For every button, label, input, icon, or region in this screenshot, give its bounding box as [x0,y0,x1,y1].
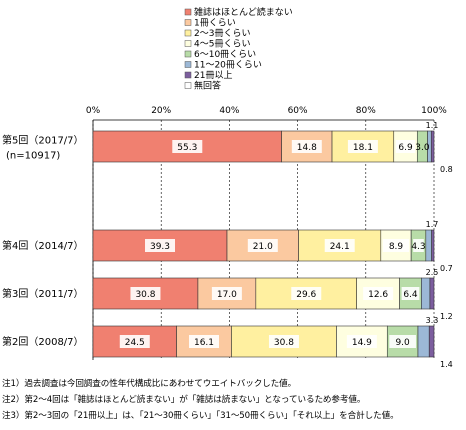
data-label-0-2: 18.1 [353,143,373,153]
x-tick-label-1: 20% [151,106,171,116]
data-label-2-3: 12.6 [368,290,388,300]
data-label-1-5: 1.7 [426,220,439,229]
data-label-box-3-1 [188,335,219,348]
legend-swatch-2 [184,29,192,37]
bar-segment-2-5 [421,277,431,310]
legend-label-7: 無回答 [194,80,221,92]
data-label-1-2: 24.1 [330,242,350,252]
category-label-3: 第2回（2008/7） [2,335,84,348]
x-tick-label-2: 40% [219,106,239,116]
bar-segment-1-6 [431,229,435,262]
data-label-3-1: 16.1 [194,338,214,348]
data-label-box-0-0 [172,140,203,153]
bar-segment-0-6 [430,130,435,163]
data-label-box-2-4 [401,287,420,300]
legend-swatch-5 [184,61,192,68]
data-label-2-5: 2.5 [426,268,439,277]
data-label-box-2-1 [211,287,242,300]
data-label-0-0: 55.3 [177,143,197,153]
legend-swatch-1 [184,19,192,26]
bar-segment-3-6 [428,325,435,358]
data-label-box-1-1 [247,239,278,252]
data-label-2-0: 30.8 [135,290,155,300]
footnote-1: 注1）過去調査は今回調査の性年代構成比にあわせてウエイトバックした値。 [2,379,297,389]
data-label-3-4: 9.0 [395,338,410,348]
legend-label-2: 2～3冊くらい [194,28,250,39]
bar-segment-2-6 [429,277,435,310]
data-label-1-3: 8.9 [389,242,404,252]
data-label-0-5: 1.1 [426,121,439,130]
data-label-1-4: 4.3 [411,242,425,252]
legend-swatch-6 [184,71,192,79]
data-labels: 55.3 14.8 18.1 6.9 3.0 1.1 0.8 39.3 21.0 24.1 8.9 4… [119,121,453,369]
data-label-box-1-2 [324,239,355,252]
data-label-2-4: 6.4 [403,290,418,300]
legend-swatch-7 [184,82,192,89]
data-label-box-2-3 [363,287,394,300]
data-label-2-1: 17.0 [217,290,237,300]
data-label-3-3: 14.9 [352,338,372,348]
x-axis-ticks: 0% 20% 40% 60% 80% 100% [86,106,447,116]
data-label-0-6: 0.8 [440,165,453,174]
data-label-box-2-0 [130,287,161,300]
data-label-box-3-2 [268,335,299,348]
data-label-0-4: 3.0 [415,143,430,153]
data-label-box-1-4 [413,239,424,252]
footnote-3: 注3）第2～3回の「21冊以上」は、「21～30冊くらい」「31～50冊くらい」… [2,411,399,421]
category-labels: 第5回（2017/7） (n=10917) 第4回（2014/7） 第3回（2011/… [2,134,84,349]
data-label-box-3-4 [389,335,416,348]
data-label-2-2: 29.6 [296,290,316,300]
legend-label-6: 21冊以上 [194,70,232,81]
legend-swatch-4 [184,50,192,58]
category-label-1: 第4回（2014/7） [2,239,84,252]
data-label-0-3: 6.9 [398,143,413,153]
category-sublabel-0: (n=10917) [6,151,60,162]
legend-swatch-0 [184,8,192,16]
legend-label-5: 11～20冊くらい [194,60,262,71]
legend-label-0: 雑誌はほとんど読まない [194,6,293,18]
data-label-3-5: 3.3 [426,316,439,325]
data-label-1-0: 39.3 [150,242,170,252]
data-label-box-0-3 [395,140,416,153]
legend-swatch-3 [184,40,192,47]
footnote-2: 注2）第2～4回は「雑誌はほとんど読まない」が「雑誌は読まない」となっているため… [2,395,366,405]
data-label-box-0-1 [291,140,322,153]
data-label-box-3-0 [119,335,150,348]
bar-segment-3-5 [417,325,430,358]
x-tick-label-4: 80% [356,106,376,116]
category-label-2: 第3回（2011/7） [2,287,84,300]
data-label-3-0: 24.5 [125,338,145,348]
data-label-box-3-3 [346,335,377,348]
data-label-box-1-0 [145,239,176,252]
data-label-box-1-3 [382,239,410,252]
data-label-1-1: 21.0 [253,242,273,252]
legend-label-3: 4～5冊くらい [194,39,250,50]
legend-label-1: 1冊くらい [194,18,236,29]
x-tick-label-0: 0% [86,106,101,116]
data-label-1-6: 0.7 [440,264,453,273]
legend: 雑誌はほとんど読まない1冊くらい2～3冊くらい4～5冊くらい6～10冊くらい11… [184,6,293,92]
data-label-box-2-2 [291,287,322,300]
category-label-0: 第5回（2017/7） [2,134,84,147]
bar-segment-1-5 [425,229,432,262]
legend-label-4: 6～10冊くらい [194,49,256,60]
x-tick-label-5: 100% [421,106,447,116]
data-label-box-0-2 [347,140,378,153]
data-label-0-1: 14.8 [297,143,317,153]
data-label-3-2: 30.8 [274,338,294,348]
data-label-3-6: 1.4 [440,360,453,369]
x-tick-label-3: 60% [288,106,308,116]
data-label-2-6: 1.2 [440,312,453,321]
